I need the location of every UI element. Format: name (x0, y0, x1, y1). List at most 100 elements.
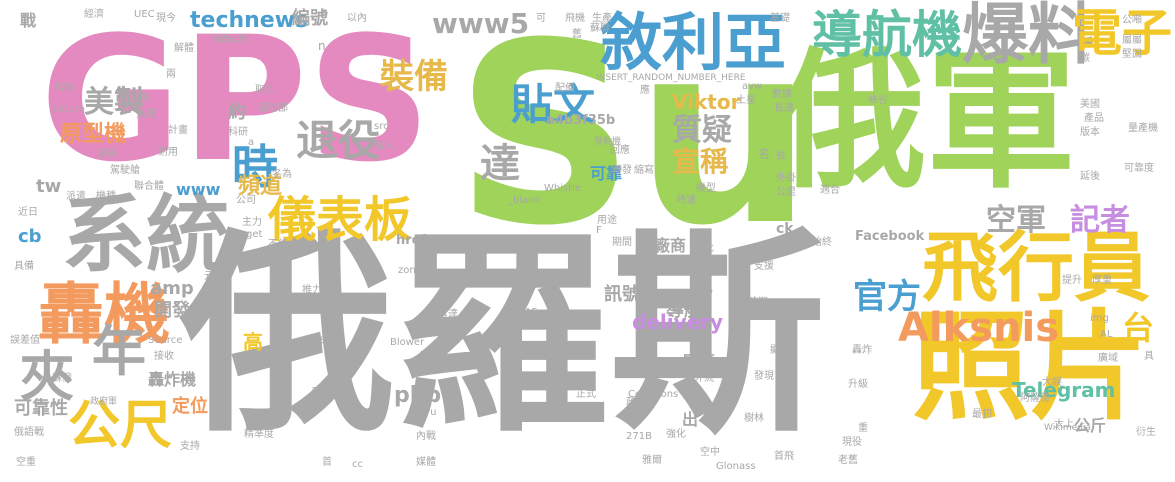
word-receive: 接收 (154, 351, 174, 362)
word-equipment: 裝備 (380, 57, 448, 97)
word-data: 數據 (772, 89, 792, 100)
word-zoneid: zoneid (398, 265, 431, 276)
word-provide: 提供 (256, 413, 276, 424)
word-system: 系統 (62, 186, 231, 284)
word-www5: www5 (432, 7, 530, 40)
word-forward: 轉發 (612, 165, 632, 176)
word-nowadays: 現今 (156, 13, 176, 24)
word-yar: 雅爾 (642, 455, 662, 466)
word-vendor: 廠商 (654, 236, 687, 255)
word-should: 應 (640, 85, 650, 96)
word-russian-info-war: 俄語戰 (14, 427, 44, 438)
word-foundation: 基礎 (770, 13, 790, 24)
word-can: 可 (536, 13, 546, 24)
word-271b: 271B (626, 431, 652, 442)
word-ck: ck (776, 221, 794, 237)
word-position: 定位 (172, 396, 208, 417)
word-source: Source (148, 335, 183, 346)
word-maiden-flight: 首飛 (774, 451, 794, 462)
word-tai: 台 (1122, 309, 1155, 347)
word-possess: 具備 (14, 261, 34, 272)
word-rear-fighter: 後衛式戰 (212, 35, 249, 45)
word-develop: 開發 (154, 300, 190, 321)
word-lead-to: 導致 (784, 237, 804, 248)
word-period: 期間 (612, 237, 632, 248)
word-cb: cb (18, 226, 42, 247)
word-cockpit-seat: 座艙 (424, 243, 444, 254)
word-version: 版本 (1080, 127, 1100, 138)
word-commons: Commons (628, 389, 679, 400)
word-fall-into: 陷入 (374, 141, 394, 152)
word-back: 支持 (180, 441, 200, 452)
word-active-duty: 現役 (842, 437, 862, 448)
word-leak: 爆料 (962, 0, 1094, 73)
word-type: 機種 (96, 191, 116, 202)
word-n: n (318, 39, 326, 53)
word-war: 戰 (17, 12, 36, 28)
word-technews: technews (190, 8, 309, 33)
word-heavy-single: 重 (858, 423, 868, 434)
word-bombing: 轟炸 (852, 345, 872, 356)
word-tw: tw (36, 176, 62, 197)
word-dispatch: 派遣 (66, 191, 86, 202)
word-wide-area: 廣域 (1098, 353, 1118, 364)
word-durable: 耐用 (158, 147, 178, 158)
word-signal: 訊號 (604, 284, 640, 305)
word-canyon: 峽谷 (868, 95, 888, 106)
word-reporter: 記者 (1070, 203, 1130, 238)
word-pilot: 飛行員 (922, 223, 1150, 312)
word-model: 機型 (696, 183, 716, 194)
word-uec: UEC (134, 9, 155, 20)
word-name: 名 (758, 147, 771, 161)
word-solid: 堅固 (1122, 49, 1142, 60)
word-electronic: 電子 (1072, 4, 1172, 62)
word-midair: 空中 (700, 447, 720, 458)
word-tool: 具 (1144, 351, 1154, 362)
word-thrust: 推力 (302, 285, 322, 296)
word-glonass: Glonass (716, 461, 756, 472)
word-old-single: 舊 (572, 29, 582, 40)
word-about: 約 (228, 102, 246, 123)
word-nav-plane: 導航機 (812, 6, 962, 64)
word-component: 元件 (204, 271, 224, 282)
word-claim: 宣稱 (672, 145, 729, 178)
word-air-force: 空軍 (986, 203, 1046, 238)
word-photo: 照片 (912, 298, 1149, 436)
word-delivery: delivery (632, 310, 724, 334)
word-php: php (394, 383, 442, 408)
word-boast: 吹嘘 (312, 387, 332, 398)
word-derivative: 衍生 (1136, 427, 1156, 438)
word-error-mil: 差億 (204, 285, 224, 296)
word-economy: 經濟 (84, 9, 104, 20)
word-aircraft: 飛機 (565, 13, 585, 24)
word-big-error: 大誤 (1042, 377, 1062, 388)
word-radar: 雷達 (438, 309, 458, 320)
word-support: 支援 (754, 261, 774, 272)
word-speed: 時速 (676, 195, 696, 206)
word-predicament: 困境 (130, 93, 150, 104)
word-whistle: Whistle (544, 183, 582, 194)
word-error-value: 誤差值 (10, 335, 40, 346)
word-post: 貼文 (511, 80, 596, 129)
word-soviet-russia: 蘇俄 (52, 373, 72, 384)
word-usage: 用途 (597, 215, 617, 226)
word-old: 老舊 (838, 455, 858, 466)
word-ins: INS (250, 293, 267, 304)
word-research: 科研 (228, 127, 248, 138)
word-href: href (396, 233, 427, 248)
word-engine: 發動機 (594, 137, 622, 147)
word-insert-random: INSERT_RANDOM_NUMBER_HERE (596, 73, 746, 83)
word-media: 媒體 (416, 457, 436, 468)
word-batch: 批 (704, 243, 714, 254)
word-display: 顯示 (770, 345, 790, 356)
word-replace: 取代 (255, 85, 274, 95)
word-defense-ministry: 國防部 (258, 103, 288, 114)
word-time: 時 (232, 140, 278, 194)
word-syria: 敘利亞 (600, 6, 787, 79)
word-al: AL (1100, 329, 1113, 340)
word-recently: 近日 (18, 207, 38, 218)
word-gov-army: 政府軍 (90, 397, 118, 407)
word-military: 軍事 (683, 352, 716, 371)
word-upgrade: 升級 (848, 379, 868, 390)
word-usa: 美國 (1080, 99, 1100, 110)
